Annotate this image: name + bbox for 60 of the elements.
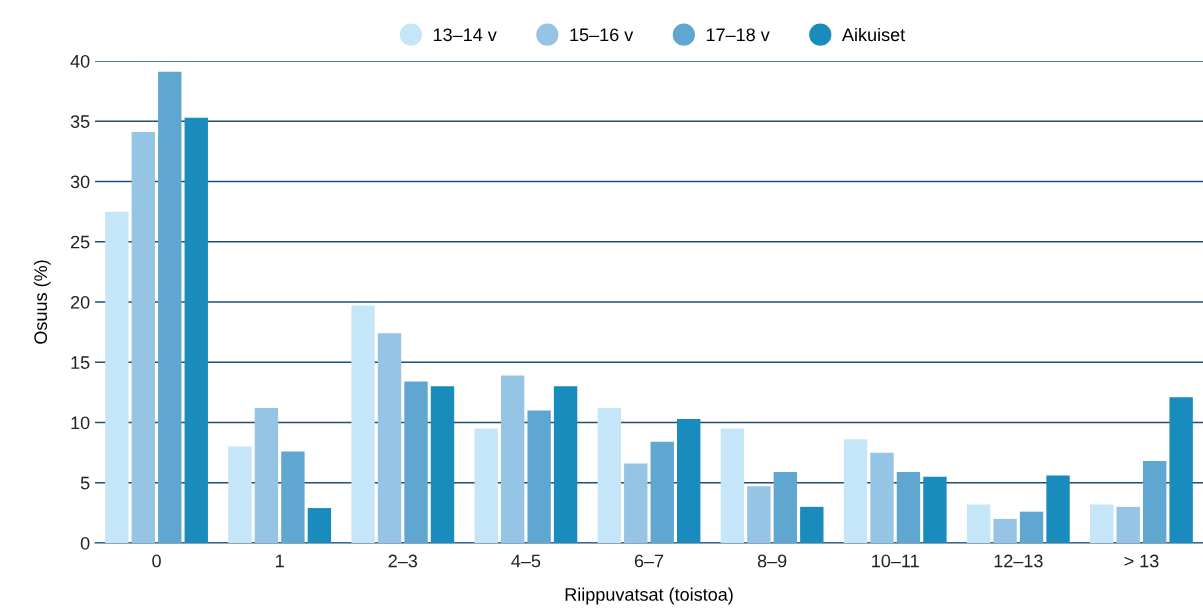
bar bbox=[800, 506, 824, 543]
y-axis-title: Osuus (%) bbox=[33, 260, 51, 344]
y-tick-label: 20 bbox=[70, 295, 90, 309]
bar bbox=[307, 508, 332, 543]
bar bbox=[527, 410, 551, 543]
bar bbox=[553, 386, 578, 543]
bar bbox=[720, 428, 745, 543]
x-tick-label: 6–7 bbox=[634, 554, 664, 568]
legend-label: 17–18 v bbox=[706, 28, 770, 42]
bar bbox=[870, 452, 894, 543]
bar bbox=[228, 446, 252, 543]
bar bbox=[896, 471, 921, 543]
x-tick-label: 10–11 bbox=[872, 554, 919, 568]
bar bbox=[184, 117, 208, 543]
y-tick-label: 0 bbox=[80, 536, 90, 550]
bar bbox=[351, 305, 375, 543]
y-tick-label: 25 bbox=[70, 235, 90, 249]
y-tick-label: 15 bbox=[71, 356, 90, 369]
x-tick-label: 8–9 bbox=[757, 554, 787, 568]
bar bbox=[254, 408, 279, 543]
bar bbox=[377, 333, 402, 543]
bar bbox=[773, 471, 798, 543]
bar bbox=[430, 386, 455, 543]
y-tick-label: 35 bbox=[70, 115, 90, 128]
x-axis-title: Riippuvatsat (toistoa) bbox=[565, 587, 733, 605]
bar bbox=[597, 408, 621, 543]
bar bbox=[843, 439, 868, 543]
bar bbox=[474, 428, 498, 543]
legend-label: 15–16 v bbox=[570, 28, 634, 42]
y-tick-label: 40 bbox=[70, 54, 90, 68]
bar bbox=[500, 375, 525, 543]
x-tick-label: 0 bbox=[152, 554, 161, 568]
bar bbox=[404, 381, 428, 543]
bar bbox=[1019, 511, 1044, 543]
bar bbox=[158, 71, 182, 543]
y-tick-label: 30 bbox=[70, 175, 90, 189]
x-tick-label: 4–5 bbox=[511, 554, 541, 568]
bar bbox=[1046, 475, 1070, 543]
bar bbox=[105, 211, 129, 543]
bar bbox=[923, 476, 947, 543]
bar bbox=[1169, 397, 1193, 543]
bar bbox=[1142, 461, 1167, 543]
bar bbox=[966, 504, 991, 543]
x-tick-label: 1 bbox=[276, 554, 284, 568]
bar bbox=[747, 486, 771, 543]
bar bbox=[281, 451, 305, 543]
bar bbox=[131, 132, 156, 543]
bar bbox=[1116, 506, 1140, 543]
x-tick-label: 12–13 bbox=[994, 554, 1043, 568]
bar bbox=[624, 463, 648, 543]
bar bbox=[993, 518, 1017, 543]
legend-label: Aikuiset bbox=[841, 27, 906, 42]
bar bbox=[650, 441, 674, 543]
bar bbox=[1090, 504, 1114, 543]
y-tick-label: 10 bbox=[71, 416, 90, 430]
legend-label: 13–14 v bbox=[433, 28, 497, 42]
bar bbox=[677, 418, 701, 543]
x-tick-label: > 13 bbox=[1124, 554, 1159, 568]
y-tick-label: 5 bbox=[80, 476, 90, 490]
x-tick-label: 2–3 bbox=[388, 554, 418, 568]
